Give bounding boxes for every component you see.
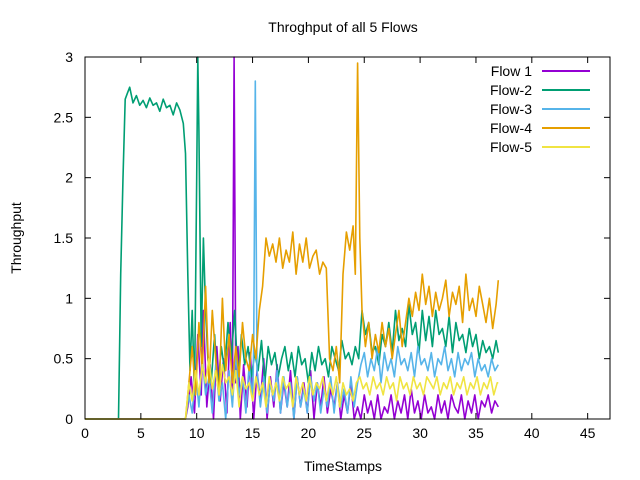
- y-tick-label: 2.5: [54, 109, 74, 125]
- legend: Flow 1 Flow-2 Flow-3 Flow-4 Flow-5: [490, 63, 590, 155]
- series-line-flow-2: [85, 56, 500, 420]
- legend-label-flow-5: Flow-5: [490, 139, 532, 155]
- series-line-flow-5: [85, 357, 499, 420]
- chart-title: Throghput of all 5 Flows: [268, 19, 417, 35]
- series-line-flow-4: [85, 62, 500, 420]
- y-tick-label: 1.5: [54, 230, 74, 246]
- series-line-flow-3: [85, 80, 499, 420]
- x-tick-label: 15: [245, 425, 261, 441]
- y-axis-label: Throughput: [8, 202, 24, 274]
- series-layer: [85, 56, 500, 420]
- x-tick-label: 40: [524, 425, 540, 441]
- x-tick-label: 5: [137, 425, 145, 441]
- y-tick-label: 3: [65, 49, 73, 65]
- y-tick-label: 2: [65, 170, 73, 186]
- x-axis-label: TimeStamps: [304, 458, 382, 474]
- legend-label-flow-3: Flow-3: [490, 101, 532, 117]
- axis-ticks: 0 5 10 15 20 25 30 35 40 45 0 0.5 1 1.5 2 2.5 3: [54, 49, 610, 441]
- legend-label-flow-4: Flow-4: [490, 120, 532, 136]
- x-tick-label: 35: [468, 425, 484, 441]
- x-tick-label: 30: [412, 425, 428, 441]
- y-tick-label: 1: [65, 290, 73, 306]
- x-tick-label: 45: [580, 425, 596, 441]
- x-tick-label: 20: [301, 425, 317, 441]
- x-tick-label: 10: [189, 425, 205, 441]
- x-tick-label: 0: [81, 425, 89, 441]
- y-tick-label: 0.5: [54, 351, 74, 367]
- legend-label-flow-1: Flow 1: [491, 63, 532, 79]
- x-tick-label: 25: [356, 425, 372, 441]
- y-tick-label: 0: [65, 411, 73, 427]
- legend-label-flow-2: Flow-2: [490, 82, 532, 98]
